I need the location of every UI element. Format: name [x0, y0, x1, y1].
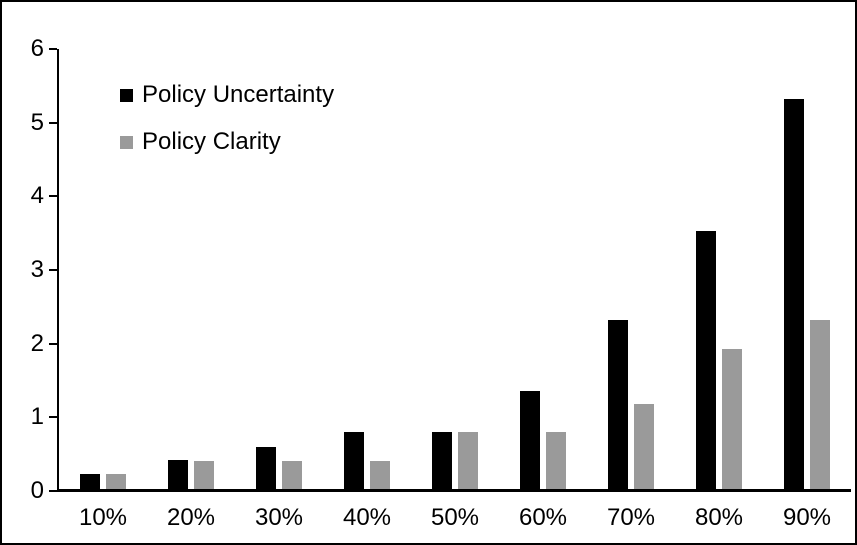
legend-swatch-policy-clarity	[120, 135, 133, 149]
y-tick-mark	[49, 269, 57, 271]
legend-label-policy-clarity: Policy Clarity	[142, 128, 281, 155]
legend: Policy Uncertainty Policy Clarity	[120, 81, 334, 175]
bar-policy-clarity-70%	[634, 404, 654, 489]
bar-group-30%	[235, 49, 323, 489]
x-tick-label: 80%	[694, 504, 744, 531]
bar-policy-clarity-80%	[722, 349, 742, 489]
legend-label-policy-uncertainty: Policy Uncertainty	[142, 81, 335, 108]
bar-policy-uncertainty-50%	[432, 432, 452, 489]
bar-policy-clarity-40%	[370, 461, 390, 489]
bar-policy-uncertainty-60%	[520, 391, 540, 489]
y-tick-label: 2	[30, 329, 44, 357]
x-tick-label: 90%	[782, 504, 832, 531]
y-axis-line	[57, 49, 59, 492]
bar-group-90%	[763, 49, 851, 489]
bar-policy-clarity-90%	[810, 320, 830, 489]
legend-swatch-policy-uncertainty	[120, 88, 133, 102]
bar-group-40%	[323, 49, 411, 489]
y-tick-mark	[49, 490, 57, 492]
bar-policy-uncertainty-40%	[344, 432, 364, 489]
bar-policy-clarity-30%	[282, 461, 302, 489]
y-tick-mark	[49, 195, 57, 198]
y-tick-label: 0	[30, 477, 44, 504]
x-tick-label: 10%	[78, 504, 128, 531]
bar-policy-uncertainty-10%	[80, 474, 100, 489]
bar-group-50%	[411, 49, 499, 489]
bar-policy-clarity-20%	[194, 461, 214, 489]
x-tick-label: 30%	[254, 504, 304, 531]
bar-group-10%	[59, 49, 147, 489]
bar-policy-clarity-10%	[106, 474, 126, 489]
y-tick-label: 6	[30, 35, 44, 62]
bar-policy-uncertainty-20%	[168, 460, 188, 489]
bar-policy-clarity-60%	[546, 432, 566, 489]
bar-policy-uncertainty-90%	[784, 99, 804, 489]
y-tick-mark	[49, 48, 57, 50]
bar-policy-uncertainty-70%	[608, 320, 628, 489]
x-tick-label: 20%	[166, 504, 216, 531]
plot-area	[59, 49, 851, 489]
y-tick-label: 3	[30, 256, 44, 283]
x-tick-label: 40%	[342, 504, 392, 531]
legend-item-policy-clarity: Policy Clarity	[120, 128, 334, 156]
bar-group-80%	[675, 49, 763, 489]
bar-policy-uncertainty-80%	[696, 231, 716, 489]
x-tick-label: 70%	[606, 504, 656, 531]
y-tick-mark	[49, 121, 57, 124]
y-tick-label: 4	[30, 182, 44, 210]
bar-group-20%	[147, 49, 235, 489]
x-tick-label: 60%	[518, 504, 568, 531]
bar-group-60%	[499, 49, 587, 489]
x-axis-labels: 10% 20% 30% 40% 50% 60% 70% 80% 90%	[59, 503, 851, 533]
y-tick-label: 1	[30, 403, 44, 431]
y-tick-mark	[49, 342, 57, 345]
y-tick-label: 5	[30, 108, 44, 136]
bar-group-70%	[587, 49, 675, 489]
legend-item-policy-uncertainty: Policy Uncertainty	[120, 81, 334, 109]
bar-policy-clarity-50%	[458, 432, 478, 489]
x-tick-label: 50%	[430, 504, 480, 531]
y-tick-mark	[49, 416, 57, 419]
x-axis-line	[57, 489, 851, 492]
bar-policy-uncertainty-30%	[256, 447, 276, 489]
